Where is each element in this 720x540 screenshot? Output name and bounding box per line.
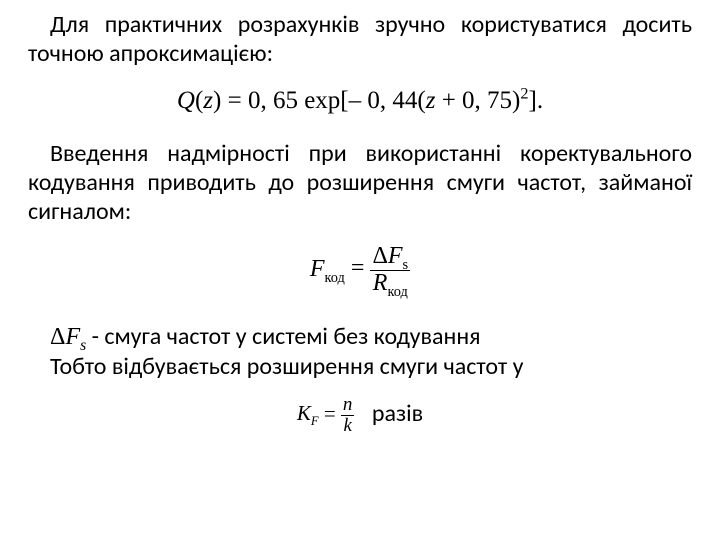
- ratio-fraction: n k: [341, 395, 355, 436]
- definition-block: ΔFs - смуга частот у системі без кодуван…: [50, 322, 692, 382]
- ratio-line: KF = n k разів: [28, 395, 692, 436]
- delta-fs-desc: - смуга частот у системі без кодування: [92, 322, 481, 351]
- delta-fs-line: ΔFs - смуга частот у системі без кодуван…: [50, 322, 692, 352]
- ratio-times-word: разів: [372, 399, 423, 428]
- paragraph-redundancy: Введення надмірності при використанні ко…: [28, 139, 692, 227]
- ratio-num: n: [341, 395, 355, 416]
- expansion-line: Тобто відбувається розширення смуги част…: [50, 352, 692, 381]
- f-kod-lhs: Fкод: [310, 256, 345, 282]
- formula-q-approx: Q(z) = 0, 65 exp[– 0, 44(z + 0, 75)2].: [28, 87, 692, 115]
- delta-fs-symbol: ΔFs: [50, 324, 86, 350]
- ratio-formula: KF = n k: [297, 395, 355, 436]
- f-kod-num: ΔFs: [370, 244, 410, 270]
- formula-f-kod: Fкод = ΔFs Rкод: [28, 244, 692, 295]
- document-page: Для практичних розрахунків зручно корист…: [0, 0, 720, 540]
- f-kod-den: Rкод: [370, 271, 410, 296]
- ratio-K: KF: [297, 401, 319, 425]
- paragraph-intro: Для практичних розрахунків зручно корист…: [28, 10, 692, 69]
- f-kod-fraction: ΔFs Rкод: [370, 244, 410, 295]
- ratio-den: k: [341, 416, 355, 436]
